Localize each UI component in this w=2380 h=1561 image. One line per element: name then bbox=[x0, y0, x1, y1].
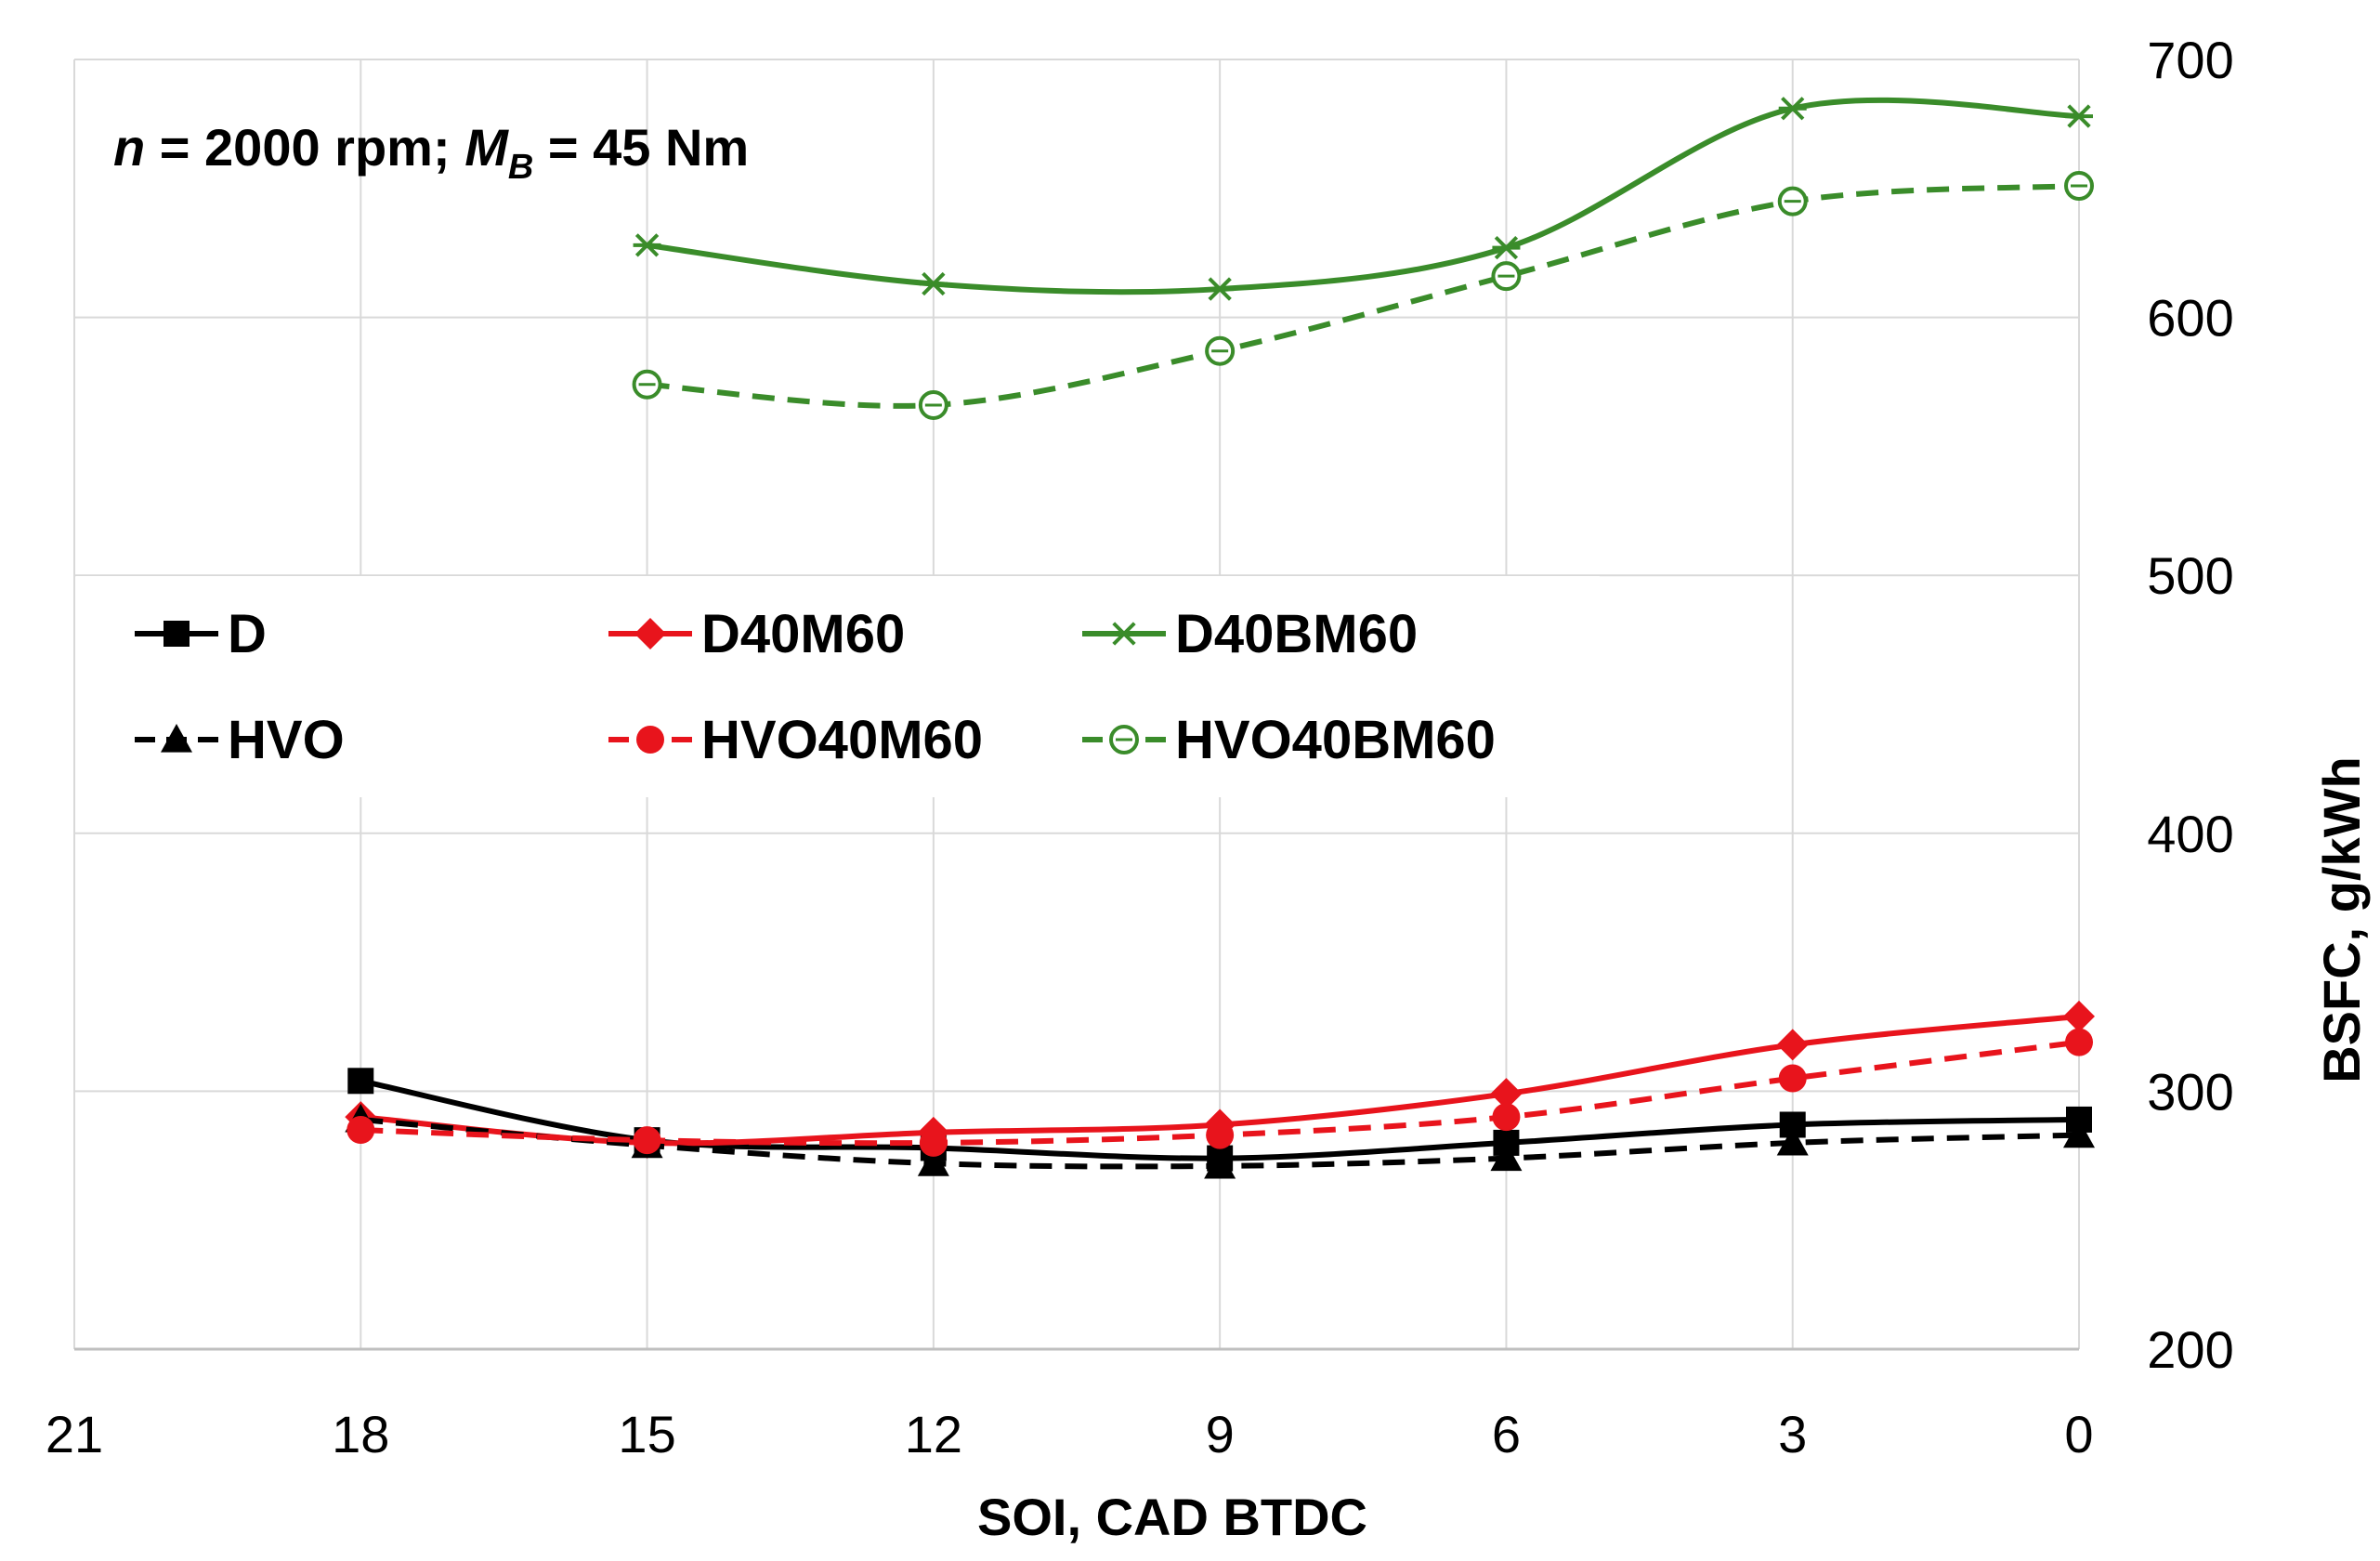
data-point-hvo40bm60 bbox=[2064, 171, 2094, 202]
m-symbol: M bbox=[464, 118, 509, 177]
legend-item-d: D bbox=[135, 604, 267, 664]
legend-label-hvo40bm60: HVO40BM60 bbox=[1175, 710, 1496, 770]
data-point-d40bm60 bbox=[2065, 104, 2093, 128]
y-tick-label: 700 bbox=[2147, 31, 2233, 89]
marker-stroke bbox=[2067, 104, 2091, 128]
legend-marker-hvo bbox=[161, 724, 192, 753]
series-layer bbox=[345, 97, 2095, 1179]
marker-stroke bbox=[1112, 622, 1136, 646]
x-tick-label: 3 bbox=[1778, 1405, 1807, 1463]
legend-label-d40bm60: D40BM60 bbox=[1175, 604, 1418, 664]
data-point-d40bm60 bbox=[1206, 277, 1235, 301]
marker-stroke bbox=[922, 271, 946, 296]
data-point-d40m60 bbox=[1776, 1029, 1809, 1061]
data-point-hvo40m60 bbox=[1492, 1103, 1521, 1132]
series-hvo40bm60 bbox=[632, 171, 2094, 420]
y-tick-label: 300 bbox=[2147, 1062, 2233, 1121]
x-tick-label: 0 bbox=[2064, 1405, 2093, 1463]
data-point-d40bm60 bbox=[633, 233, 661, 257]
legend-label-d40m60: D40M60 bbox=[701, 604, 905, 664]
legend-marker-d40m60 bbox=[634, 618, 666, 649]
data-point-hvo bbox=[1204, 1149, 1236, 1179]
legend: D D40M60 D40BM60 HVO HVO40M60 HVO40BM60 bbox=[76, 576, 1600, 797]
series-d40bm60 bbox=[633, 97, 2093, 301]
marker-stroke bbox=[634, 233, 660, 257]
data-point-hvo40bm60 bbox=[918, 389, 948, 420]
series-line-d40bm60 bbox=[647, 97, 2080, 295]
data-point-d bbox=[347, 1068, 374, 1095]
data-point-d40m60 bbox=[1490, 1078, 1523, 1110]
x-tick-label: 6 bbox=[1492, 1405, 1521, 1463]
data-point-hvo bbox=[1490, 1142, 1523, 1172]
y-tick-label: 400 bbox=[2147, 805, 2233, 863]
data-point-hvo40m60 bbox=[1206, 1121, 1235, 1149]
legend-marker-hvo40m60 bbox=[636, 726, 664, 754]
data-point-hvo40m60 bbox=[347, 1116, 375, 1145]
legend-marker-d bbox=[163, 621, 190, 647]
legend-item-hvo40bm60: HVO40BM60 bbox=[1082, 710, 1496, 770]
marker-stroke bbox=[1494, 235, 1519, 260]
data-point-hvo40m60 bbox=[2065, 1028, 2093, 1056]
data-point-hvo bbox=[1776, 1126, 1809, 1156]
data-point-hvo40m60 bbox=[1778, 1064, 1807, 1093]
legend-background bbox=[76, 576, 1600, 797]
tick-labels: 21 18 15 12 9 6 3 0 200 300 400 500 600 700 bbox=[46, 31, 2234, 1463]
y-tick-label: 600 bbox=[2147, 289, 2233, 348]
m-subscript: B bbox=[508, 148, 533, 187]
x-tick-label: 21 bbox=[46, 1405, 103, 1463]
n-text: = 2000 rpm; bbox=[145, 118, 464, 177]
x-tick-label: 18 bbox=[332, 1405, 389, 1463]
data-point-d40bm60 bbox=[1492, 235, 1521, 260]
x-axis-title: SOI, CAD BTDC bbox=[977, 1488, 1367, 1546]
y-tick-label: 500 bbox=[2147, 546, 2233, 605]
conditions-annotation: n = 2000 rpm; MB = 45 Nm bbox=[113, 118, 749, 187]
data-point-hvo40bm60 bbox=[632, 369, 662, 400]
data-point-hvo40bm60 bbox=[1491, 261, 1522, 292]
legend-item-hvo40m60: HVO40M60 bbox=[608, 710, 983, 770]
data-point-hvo40m60 bbox=[633, 1126, 661, 1155]
data-point-hvo40m60 bbox=[919, 1128, 948, 1157]
legend-marker-d40bm60 bbox=[1110, 622, 1138, 646]
marker-stroke bbox=[1208, 277, 1232, 301]
x-tick-label: 15 bbox=[618, 1405, 675, 1463]
x-tick-label: 9 bbox=[1206, 1405, 1235, 1463]
series-line-hvo40bm60 bbox=[647, 183, 2080, 409]
m-text: = 45 Nm bbox=[533, 118, 749, 177]
data-point-hvo40bm60 bbox=[1777, 186, 1808, 216]
data-point-d40bm60 bbox=[1778, 97, 1807, 121]
data-point-hvo bbox=[917, 1148, 949, 1176]
data-point-hvo bbox=[2063, 1119, 2095, 1148]
series-hvo40m60 bbox=[347, 1028, 2093, 1157]
legend-label-d: D bbox=[228, 604, 267, 664]
n-symbol: n bbox=[113, 118, 145, 177]
y-tick-label: 200 bbox=[2147, 1320, 2233, 1379]
x-tick-label: 12 bbox=[905, 1405, 962, 1463]
legend-item-hvo: HVO bbox=[135, 710, 345, 770]
y-axis-title: BSFC, g/kWh bbox=[2312, 756, 2371, 1083]
legend-item-d40m60: D40M60 bbox=[608, 604, 905, 664]
data-point-d40m60 bbox=[2063, 1000, 2095, 1032]
legend-label-hvo40m60: HVO40M60 bbox=[701, 710, 983, 770]
legend-item-d40bm60: D40BM60 bbox=[1082, 604, 1418, 664]
legend-marker-hvo40bm60 bbox=[1109, 725, 1139, 754]
data-point-d40bm60 bbox=[919, 271, 948, 296]
marker-stroke bbox=[1781, 97, 1805, 121]
data-point-hvo40bm60 bbox=[1205, 335, 1236, 366]
legend-label-hvo: HVO bbox=[228, 710, 345, 770]
